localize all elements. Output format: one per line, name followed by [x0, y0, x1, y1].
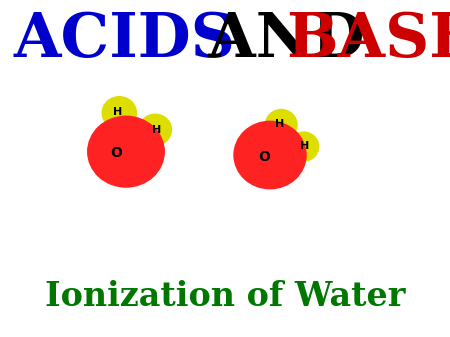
- Ellipse shape: [139, 114, 171, 145]
- Text: O: O: [258, 150, 270, 164]
- Ellipse shape: [88, 116, 164, 187]
- Ellipse shape: [266, 110, 297, 140]
- Text: H: H: [275, 119, 284, 129]
- Text: BASES: BASES: [286, 10, 450, 70]
- Ellipse shape: [234, 121, 306, 189]
- Text: Ionization of Water: Ionization of Water: [45, 280, 405, 313]
- Ellipse shape: [289, 132, 319, 161]
- Text: O: O: [110, 146, 122, 160]
- Text: H: H: [301, 141, 310, 151]
- Text: H: H: [113, 107, 122, 117]
- Text: H: H: [152, 125, 161, 135]
- Text: AND: AND: [187, 10, 386, 70]
- Text: ACIDS: ACIDS: [14, 10, 235, 70]
- Ellipse shape: [102, 97, 136, 129]
